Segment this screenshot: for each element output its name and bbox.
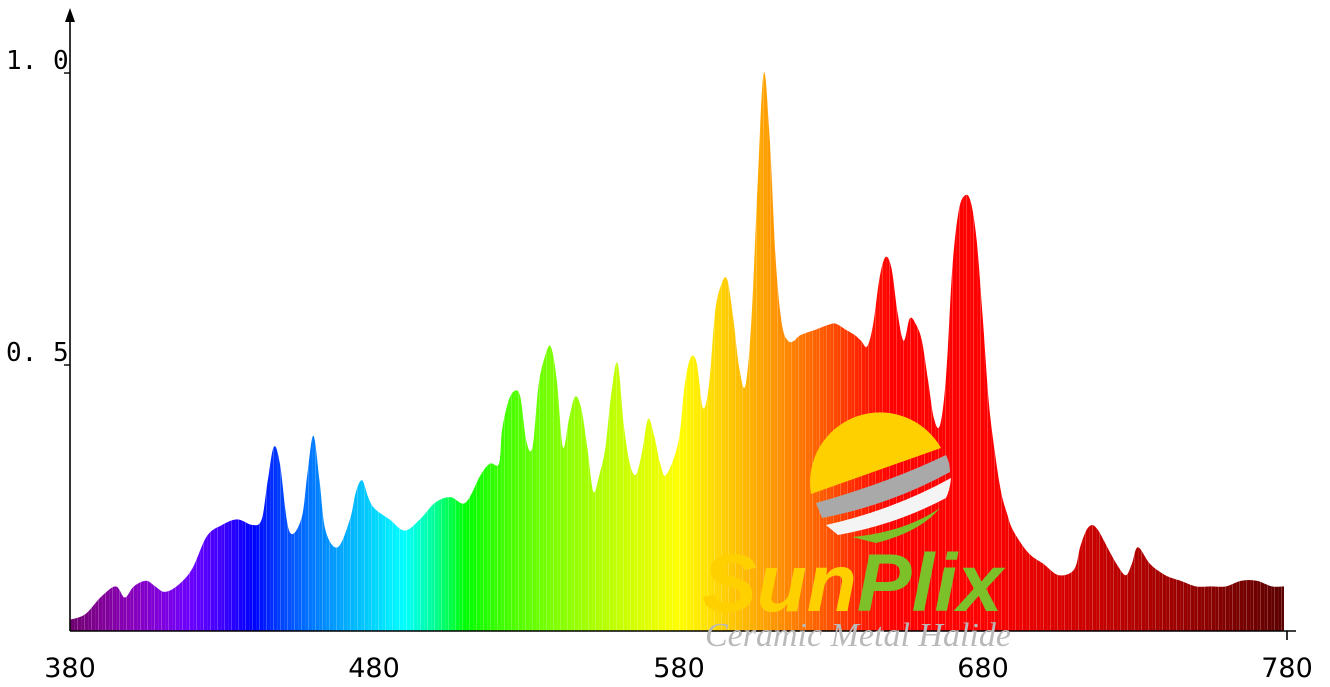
brand-plix: Plix [857, 538, 1006, 629]
brand-tagline: Ceramic Metal Halide [705, 617, 1011, 654]
y-tick-labels: 0. 5 1. 0 [6, 46, 69, 368]
sunplix-logo: SunPlix Ceramic Metal Halide [702, 412, 1011, 654]
brand-wordmark: SunPlix [702, 538, 1006, 629]
brand-sun: Sun [702, 538, 857, 629]
y-tick-label: 1. 0 [6, 46, 69, 76]
sun-bottom-green [852, 508, 940, 543]
globe-band-gray [816, 455, 950, 518]
spectrum-streak-overlay [70, 72, 1284, 631]
x-tick-label: 680 [957, 653, 1009, 684]
x-tick-label: 380 [44, 653, 96, 684]
x-tick-label: 780 [1261, 653, 1313, 684]
x-tick-label: 480 [348, 653, 400, 684]
globe-band-white [826, 478, 951, 535]
x-tick-label: 580 [653, 653, 705, 684]
sun-top-half [810, 412, 941, 494]
sun-globe-icon [810, 412, 951, 543]
y-tick-label: 0. 5 [6, 338, 69, 368]
y-axis-arrow-icon [65, 8, 75, 22]
axes [64, 8, 1296, 640]
spectrum-area-group [70, 72, 1284, 631]
x-tick-labels: 380 480 580 680 780 [44, 653, 1313, 684]
